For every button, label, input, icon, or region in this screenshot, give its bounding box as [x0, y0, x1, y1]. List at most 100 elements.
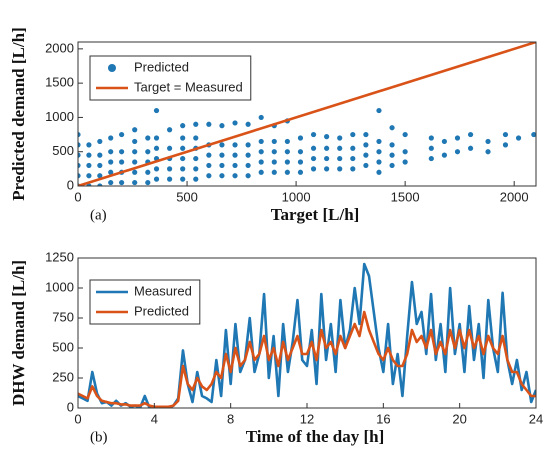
scatter-point [108, 149, 114, 155]
scatter-point [97, 183, 103, 186]
scatter-point [324, 155, 330, 162]
scatter-point [232, 142, 238, 148]
y-tick-label: 0 [67, 399, 74, 414]
x-axis-label: Time of the day [h] [246, 427, 385, 446]
scatter-point [206, 173, 212, 179]
scatter-point [108, 135, 114, 141]
legend-label: Predicted [134, 303, 189, 318]
y-axis-label: Predicted demand [L/h] [9, 27, 28, 200]
scatter-point [245, 142, 251, 148]
scatter-point [97, 138, 103, 145]
scatter-point [97, 173, 103, 179]
scatter-point [350, 131, 356, 138]
series-line [78, 42, 536, 186]
scatter-point [376, 169, 382, 175]
scatter-point [219, 173, 225, 179]
scatter-point [132, 149, 138, 155]
scatter-point [389, 142, 395, 148]
scatter-point [132, 179, 138, 186]
scatter-point [86, 152, 92, 158]
scatter-point [78, 131, 81, 138]
scatter-point [180, 123, 186, 129]
scatter-point [428, 145, 434, 151]
scatter-point [193, 176, 199, 182]
scatter-point [258, 159, 264, 165]
scatter-point [153, 166, 160, 172]
plot-layer [78, 42, 536, 186]
scatter-point [485, 149, 491, 155]
panel-label: (b) [90, 429, 108, 445]
scatter-point [180, 135, 186, 141]
scatter-point [245, 162, 251, 169]
legend-label: Measured [134, 283, 192, 298]
y-tick-label: 750 [52, 309, 74, 324]
scatter-point [337, 166, 343, 172]
scatter-point [271, 149, 277, 155]
scatter-point [119, 159, 125, 165]
scatter-point [145, 179, 151, 186]
scatter-point [86, 142, 92, 148]
x-tick-label: 0 [74, 189, 81, 204]
scatter-point [310, 166, 317, 172]
x-axis-label: Target [L/h] [271, 205, 360, 224]
legend-marker [108, 64, 116, 72]
scatter-point [219, 123, 225, 129]
scatter-point [153, 176, 160, 182]
scatter-point [454, 135, 461, 141]
scatter-point [245, 121, 251, 127]
legend-box [89, 55, 252, 101]
scatter-point [180, 176, 186, 182]
x-tick-label: 12 [300, 411, 314, 426]
scatter-point [78, 173, 81, 179]
scatter-point [108, 159, 114, 165]
scatter-point [297, 159, 304, 165]
scatter-point [376, 107, 382, 114]
scatter-point [271, 169, 277, 175]
scatter-point [284, 169, 290, 175]
scatter-point [284, 138, 290, 145]
scatter-point [245, 173, 251, 179]
scatter-point [206, 152, 212, 158]
scatter-point [389, 152, 395, 158]
y-tick-label: 1000 [45, 109, 74, 124]
x-tick-label: 1000 [282, 189, 311, 204]
scatter-point [467, 131, 474, 138]
scatter-point [86, 162, 92, 169]
scatter-point [402, 149, 408, 155]
scatter-point [350, 155, 356, 162]
scatter-point [297, 135, 304, 141]
panel-label: (a) [90, 207, 107, 223]
scatter-point [485, 138, 491, 145]
scatter-point [167, 166, 173, 172]
scatter-point [376, 149, 382, 155]
scatter-point [441, 138, 447, 145]
legend-label: Predicted [134, 59, 189, 74]
scatter-point [108, 169, 114, 175]
scatter-point [167, 176, 173, 182]
scatter-point [350, 145, 356, 151]
scatter-point [78, 142, 81, 148]
scatter-point [502, 142, 509, 148]
scatter-point [337, 145, 343, 151]
scatter-point [97, 152, 103, 158]
scatter-point [180, 166, 186, 172]
scatter-point [219, 152, 225, 158]
scatter-point [86, 173, 92, 179]
legend: Predicted Target = Measured [89, 55, 252, 101]
scatter-point [232, 120, 238, 126]
y-tick-label: 0 [67, 177, 74, 192]
scatter-point [108, 179, 114, 186]
scatter-point [180, 155, 186, 162]
scatter-point [363, 152, 369, 158]
scatter-point [324, 145, 330, 151]
scatter-point [206, 121, 212, 127]
scatter-point [180, 145, 186, 151]
scatter-point [402, 131, 408, 138]
scatter-point [389, 125, 395, 131]
scatter-point [232, 162, 238, 169]
scatter-point [153, 107, 160, 114]
scatter-point [193, 155, 199, 162]
scatter-point [132, 159, 138, 165]
scatter-point [310, 155, 317, 162]
